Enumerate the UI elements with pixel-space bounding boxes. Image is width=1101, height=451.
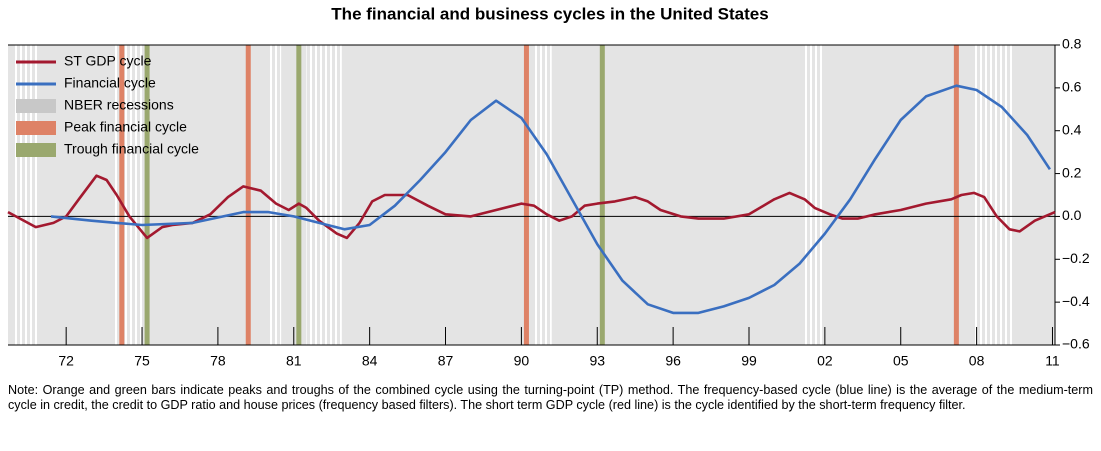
- x-tick-label: 72: [58, 353, 74, 369]
- y-tick-label: −0.4: [1062, 293, 1090, 309]
- x-tick-label: 96: [665, 353, 681, 369]
- x-tick-label: 81: [286, 353, 302, 369]
- recession-band: [306, 45, 342, 345]
- x-tick-label: 93: [589, 353, 605, 369]
- trough-bar: [599, 45, 605, 345]
- recession-band: [268, 45, 282, 345]
- recession-band: [804, 45, 823, 345]
- y-tick-label: 0.8: [1062, 36, 1082, 52]
- legend-label: ST GDP cycle: [64, 53, 152, 69]
- peak-bar: [523, 45, 529, 345]
- chart: The financial and business cycles in the…: [7, 4, 1090, 369]
- y-tick-label: −0.2: [1062, 250, 1090, 266]
- y-tick-label: 0.0: [1062, 207, 1082, 223]
- peak-bar: [119, 45, 125, 345]
- series-line: [50, 84, 1051, 315]
- y-tick-label: −0.6: [1062, 336, 1090, 352]
- x-tick-label: 75: [134, 353, 150, 369]
- x-tick-label: 08: [969, 353, 985, 369]
- x-tick-label: 84: [362, 353, 378, 369]
- legend-label: NBER recessions: [64, 97, 174, 113]
- legend-label: Peak financial cycle: [64, 119, 187, 135]
- plot-background: [8, 45, 1055, 345]
- y-tick-label: 0.6: [1062, 79, 1082, 95]
- x-tick-label: 99: [741, 353, 757, 369]
- trough-bar: [144, 45, 150, 345]
- series-line: [7, 174, 1056, 240]
- legend-swatch: [16, 143, 56, 157]
- legend-swatch: [16, 99, 56, 113]
- y-tick-label: 0.4: [1062, 121, 1082, 137]
- x-tick-label: 87: [438, 353, 454, 369]
- y-tick-label: 0.2: [1062, 164, 1082, 180]
- x-tick-label: 11: [1045, 353, 1060, 369]
- recession-band: [13, 45, 39, 345]
- peak-bar: [953, 45, 959, 345]
- legend-label: Trough financial cycle: [64, 141, 199, 157]
- legend-swatch: [16, 121, 56, 135]
- peak-bar: [245, 45, 251, 345]
- legend-label: Financial cycle: [64, 75, 156, 91]
- note: Note: Orange and green bars indicate pea…: [8, 383, 1093, 412]
- x-tick-label: 05: [893, 353, 909, 369]
- trough-bar: [296, 45, 302, 345]
- recession-band: [534, 45, 552, 345]
- chart-title: The financial and business cycles in the…: [331, 4, 768, 23]
- x-tick-label: 78: [210, 353, 226, 369]
- x-tick-label: 90: [514, 353, 530, 369]
- x-tick-label: 02: [817, 353, 833, 369]
